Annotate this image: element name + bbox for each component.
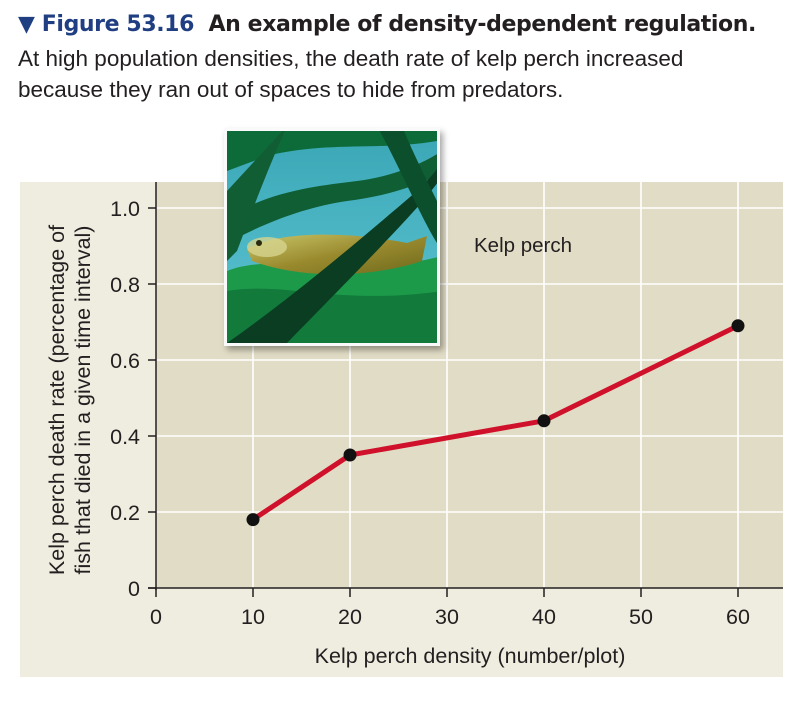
figure-title: An example of density-dependent regulati… xyxy=(208,12,757,37)
y-tick-label: 0.6 xyxy=(110,349,140,373)
y-tick-label: 0 xyxy=(128,577,140,601)
caption-body: At high population densities, the death … xyxy=(18,43,798,105)
y-tick-label: 0.8 xyxy=(110,273,140,297)
x-axis-ticks: 0 10 20 30 40 50 60 xyxy=(150,588,750,629)
data-point xyxy=(731,319,745,333)
triangle-marker-icon: ▼ xyxy=(18,12,35,37)
y-axis-label-line-1: Kelp perch death rate (percentage of xyxy=(45,225,69,575)
series-label: Kelp perch xyxy=(474,234,572,257)
x-tick-label: 60 xyxy=(726,605,750,629)
x-tick-label: 0 xyxy=(150,605,162,629)
data-point xyxy=(343,448,357,462)
x-tick-label: 50 xyxy=(629,605,653,629)
x-tick-label: 20 xyxy=(338,605,362,629)
y-tick-label: 1.0 xyxy=(110,197,140,221)
figure-caption: ▼ Figure 53.16 An example of density-dep… xyxy=(18,8,798,105)
data-point xyxy=(537,414,551,428)
x-axis-label: Kelp perch density (number/plot) xyxy=(315,644,626,668)
y-axis-ticks: 0 0.2 0.4 0.6 0.8 1.0 xyxy=(110,197,156,601)
series-line-kelp-perch xyxy=(251,323,740,522)
caption-body-line-2: because they ran out of spaces to hide f… xyxy=(18,77,564,102)
kelp-perch-photo xyxy=(224,128,440,346)
caption-heading: ▼ Figure 53.16 An example of density-dep… xyxy=(18,8,798,42)
x-tick-label: 30 xyxy=(435,605,459,629)
axes xyxy=(148,182,783,590)
caption-body-line-1: At high population densities, the death … xyxy=(18,46,684,71)
y-axis-label: Kelp perch death rate (percentage of fis… xyxy=(45,225,95,575)
fish-photo-icon xyxy=(227,131,437,343)
x-tick-label: 40 xyxy=(532,605,556,629)
y-tick-label: 0.2 xyxy=(110,501,140,525)
x-tick-label: 10 xyxy=(241,605,265,629)
y-axis-label-line-2: fish that died in a given time interval) xyxy=(71,226,95,575)
data-point xyxy=(246,513,260,527)
data-point-markers xyxy=(246,319,745,527)
figure-number: Figure 53.16 xyxy=(41,12,195,37)
y-tick-label: 0.4 xyxy=(110,425,140,449)
